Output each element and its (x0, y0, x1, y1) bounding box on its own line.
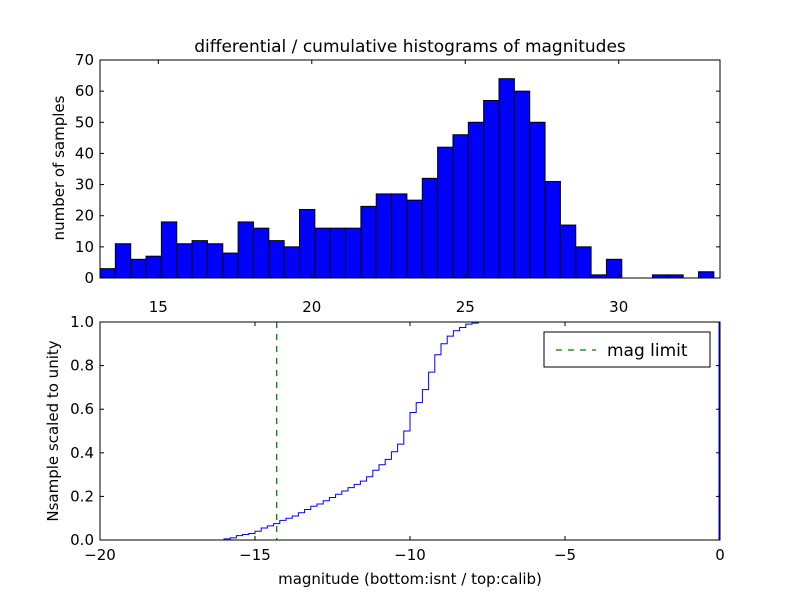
histogram-bar (498, 78, 515, 279)
histogram-bar (314, 227, 331, 279)
histogram-bar (605, 258, 623, 279)
histogram-bar (283, 246, 301, 279)
histogram-panel: differential / cumulative histograms of … (50, 37, 721, 316)
y-tick-label: 0.0 (70, 531, 94, 549)
y-tick-label: 40 (75, 144, 94, 162)
histogram-bar (329, 227, 347, 279)
histogram-bar (575, 246, 592, 279)
y-tick-label: 60 (75, 82, 94, 100)
histogram-bar (268, 240, 285, 279)
y-tick-label: 0.2 (70, 487, 94, 505)
histogram-bar (176, 243, 193, 279)
x-tick-label: 15 (149, 298, 168, 316)
y-tick-label: 1.0 (70, 313, 94, 331)
y-tick-label: 0.4 (70, 444, 94, 462)
histogram-bar (252, 227, 270, 279)
histogram-bar (114, 243, 132, 279)
y-tick-label: 50 (75, 113, 94, 131)
histogram-plot-frame (99, 59, 721, 279)
x-tick-label: −5 (554, 546, 576, 564)
y-tick-label: 20 (75, 207, 94, 225)
histogram-bar (191, 240, 208, 279)
legend-mag-limit-label: mag limit (607, 341, 688, 361)
histogram-bar (406, 199, 423, 279)
cumulative-x-axis-label: magnitude (bottom:isnt / top:calib) (278, 570, 542, 588)
histogram-bar (130, 258, 147, 279)
histogram-bar (698, 271, 715, 279)
cumulative-panel: Nsample scaled to unity magnitude (botto… (44, 313, 725, 588)
histogram-bar (160, 221, 178, 279)
histogram-bar (237, 221, 254, 279)
histogram-bar (452, 134, 469, 279)
histogram-bar (483, 99, 500, 279)
chart-title: differential / cumulative histograms of … (194, 37, 626, 57)
histogram-bar (360, 205, 377, 279)
histogram-bar (391, 193, 408, 279)
y-tick-label: 0.8 (70, 357, 94, 375)
histogram-bar (467, 121, 485, 279)
histogram-bar (299, 208, 316, 279)
histogram-y-axis-label: number of samples (50, 95, 68, 240)
cumulative-y-axis-label: Nsample scaled to unity (44, 340, 62, 521)
histogram-bar (513, 90, 531, 279)
histogram-bar (99, 268, 116, 279)
y-tick-label: 30 (75, 176, 94, 194)
cumulative-series (100, 321, 720, 541)
x-tick-label: 0 (715, 546, 725, 564)
y-tick-label: 70 (75, 51, 94, 69)
x-tick-label: 20 (302, 298, 321, 316)
histogram-bar (529, 121, 546, 279)
x-tick-label: −10 (394, 546, 426, 564)
y-tick-label: 10 (75, 238, 94, 256)
x-tick-label: 25 (456, 298, 475, 316)
y-tick-label: 0 (84, 269, 94, 287)
x-tick-label: 30 (609, 298, 628, 316)
histogram-bar (206, 243, 224, 279)
histogram-bar (222, 252, 239, 279)
histogram-bar (375, 193, 393, 279)
histogram-bar (437, 146, 454, 279)
legend: mag limit (543, 331, 711, 368)
histogram-bar (421, 177, 439, 279)
histogram-bar (345, 227, 362, 279)
cumulative-step-line (100, 321, 719, 541)
histogram-bar (145, 255, 162, 279)
cumulative-ticks: −20 −15 −10 −5 0 0.0 0.2 0.4 0.6 0.8 1.0 (70, 313, 725, 564)
histogram-bar (544, 180, 561, 279)
x-tick-label: −20 (84, 546, 116, 564)
histogram-bar (559, 224, 577, 279)
cumulative-plot-frame (99, 321, 721, 541)
x-tick-label: −15 (239, 546, 271, 564)
y-tick-label: 0.6 (70, 400, 94, 418)
